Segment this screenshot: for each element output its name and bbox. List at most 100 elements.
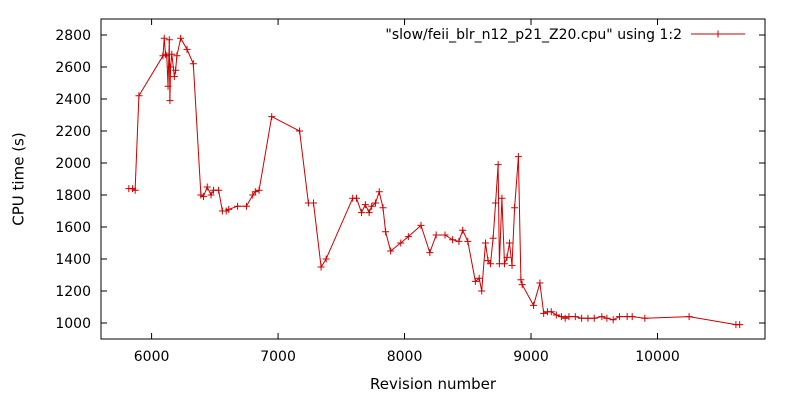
data-point [511, 204, 519, 212]
data-point [417, 221, 425, 229]
data-point [234, 202, 242, 210]
data-point [464, 237, 472, 245]
data-point [506, 239, 514, 247]
data-point [571, 313, 579, 321]
data-point [475, 274, 483, 282]
data-point [397, 239, 405, 247]
data-point [565, 313, 573, 321]
data-point [547, 308, 555, 316]
data-point [590, 314, 598, 322]
data-point [164, 82, 172, 90]
data-point [498, 194, 506, 202]
data-point [215, 186, 223, 194]
x-tick-label: 7000 [260, 349, 296, 365]
x-axis-label: Revision number [370, 375, 497, 393]
data-point [616, 313, 624, 321]
data-point [598, 313, 606, 321]
data-point [361, 201, 369, 209]
data-point [375, 188, 383, 196]
data-point [530, 301, 538, 309]
data-point [296, 127, 304, 135]
series-layer [125, 34, 744, 329]
data-point [404, 233, 412, 241]
data-point [135, 92, 143, 100]
data-point [517, 276, 525, 284]
data-point [162, 50, 170, 58]
data-point [177, 34, 185, 42]
y-tick-label: 2800 [55, 28, 91, 44]
data-point [131, 186, 139, 194]
plot-border [100, 18, 766, 340]
data-point [225, 205, 233, 213]
data-point [641, 314, 649, 322]
series-line [128, 36, 740, 326]
data-point [500, 260, 508, 268]
data-point [557, 313, 565, 321]
y-tick-label: 1600 [55, 220, 91, 236]
data-point [432, 231, 440, 239]
data-point [255, 186, 263, 194]
data-point [183, 45, 191, 53]
x-tick-label: 8000 [387, 349, 423, 365]
data-point [173, 52, 181, 60]
data-point [189, 60, 197, 68]
data-point [449, 236, 457, 244]
x-tick-label: 10000 [635, 349, 680, 365]
data-point [242, 202, 250, 210]
data-point [609, 316, 617, 324]
data-point [317, 263, 325, 271]
data-point [168, 50, 176, 58]
y-tick-label: 2600 [55, 60, 91, 76]
y-tick-label: 2000 [55, 156, 91, 172]
y-tick-label: 2200 [55, 124, 91, 140]
data-point [203, 183, 211, 191]
data-point [536, 279, 544, 287]
data-point [489, 234, 497, 242]
data-point [441, 231, 449, 239]
data-point [379, 204, 387, 212]
data-point [487, 260, 495, 268]
data-point [172, 66, 180, 74]
data-point [561, 314, 569, 322]
data-point [382, 228, 390, 236]
data-point [514, 153, 522, 161]
data-point [163, 52, 171, 60]
data-point [455, 237, 463, 245]
data-point [685, 313, 693, 321]
data-point [166, 97, 174, 105]
data-point [358, 209, 366, 217]
data-point [251, 188, 259, 196]
data-point [494, 161, 502, 169]
data-point [268, 113, 276, 121]
data-point [426, 249, 434, 257]
data-point [503, 253, 511, 261]
data-point [518, 281, 526, 289]
legend-label: "slow/feii_blr_n12_p21_Z20.cpu" using 1:… [385, 27, 682, 43]
data-point [165, 36, 173, 44]
data-point [603, 314, 611, 322]
y-tick-label: 2400 [55, 92, 91, 108]
data-point [578, 314, 586, 322]
axis-ticks: 6000 7000 8000 9000 10000 1000 1200 1400 1600 180… [55, 19, 765, 365]
data-point [492, 199, 500, 207]
data-point [508, 261, 516, 269]
data-point [371, 199, 379, 207]
plot-frame [100, 18, 766, 340]
data-point [170, 73, 178, 81]
data-point [368, 202, 376, 210]
y-tick-label: 1400 [55, 252, 91, 268]
data-point [481, 239, 489, 247]
data-point [352, 194, 360, 202]
data-point [167, 63, 175, 71]
data-point [459, 226, 467, 234]
y-tick-label: 1800 [55, 188, 91, 204]
x-tick-label: 6000 [134, 349, 170, 365]
legend-marker [714, 30, 722, 38]
data-point [736, 321, 744, 329]
data-point [207, 191, 215, 199]
data-point [199, 193, 207, 201]
y-axis-label: CPU time (s) [9, 132, 27, 225]
data-point [478, 287, 486, 295]
data-point [540, 309, 548, 317]
